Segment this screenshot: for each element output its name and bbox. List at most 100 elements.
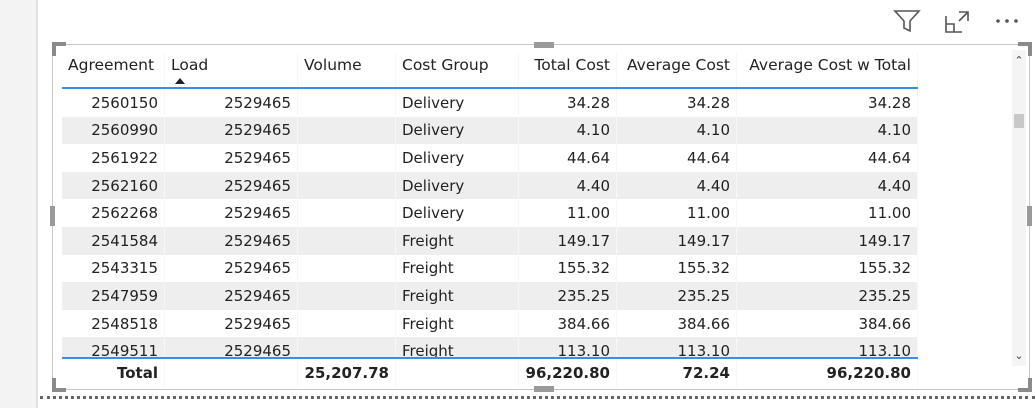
column-header-cost-group[interactable]: Cost Group xyxy=(396,52,519,87)
table-cell: 34.28 xyxy=(519,89,617,117)
table-cell: 155.32 xyxy=(617,254,737,283)
table-cell: 11.00 xyxy=(617,199,737,227)
table-cell: 4.10 xyxy=(519,116,617,145)
table-cell: 4.40 xyxy=(617,171,737,200)
column-header-average-cost-w-total[interactable]: Average Cost w Total xyxy=(737,52,918,87)
table-cell: 2529465 xyxy=(165,254,298,283)
table-cell: 155.32 xyxy=(737,254,918,283)
table-cell: Delivery xyxy=(396,116,519,145)
table-cell: 2529465 xyxy=(165,309,298,338)
column-header-average-cost[interactable]: Average Cost xyxy=(617,52,737,87)
table-cell: 4.40 xyxy=(519,171,617,200)
table-row[interactable]: 2560150 2529465 Delivery 34.28 34.28 34.28 xyxy=(62,89,918,117)
column-header-volume[interactable]: Volume xyxy=(298,52,396,87)
table-cell: 11.00 xyxy=(737,199,918,227)
table-cell xyxy=(298,226,396,255)
resize-handle-top[interactable] xyxy=(534,42,554,48)
vertical-scrollbar[interactable]: ⌃ ⌄ xyxy=(1012,50,1026,366)
table-cell: 149.17 xyxy=(617,226,737,255)
scroll-thumb[interactable] xyxy=(1014,114,1024,128)
left-pane xyxy=(0,0,38,408)
table-row[interactable]: 2547959 2529465 Freight 235.25 235.25 235.25 xyxy=(62,282,918,310)
table-row[interactable]: 2548518 2529465 Freight 384.66 384.66 384.66 xyxy=(62,309,918,338)
column-header-label: Load xyxy=(171,56,209,74)
table-cell: 149.17 xyxy=(519,226,617,255)
total-cell: 72.24 xyxy=(617,359,737,387)
table-cell: 2529465 xyxy=(165,282,298,310)
table-cell: 44.64 xyxy=(519,144,617,172)
table-row[interactable]: 2549511 2529465 Freight 113.10 113.10 113.10 xyxy=(62,337,918,357)
more-options-icon[interactable] xyxy=(993,8,1021,34)
table-cell: 2548518 xyxy=(62,309,165,338)
table-cell: 235.25 xyxy=(617,282,737,310)
column-header-label: Cost Group xyxy=(402,56,489,74)
filter-icon[interactable] xyxy=(893,8,921,34)
scroll-up-icon[interactable]: ⌃ xyxy=(1014,54,1024,67)
column-header-label: Volume xyxy=(304,56,362,74)
total-row: Total 25,207.78 96,220.80 72.24 96,220.80 xyxy=(62,359,918,387)
column-header-label: Average Cost w Total xyxy=(749,56,911,74)
table-cell: 2561922 xyxy=(62,144,165,172)
total-cell xyxy=(165,359,298,387)
table-cell: 11.00 xyxy=(519,199,617,227)
table-row[interactable]: 2541584 2529465 Freight 149.17 149.17 149.17 xyxy=(62,226,918,255)
table-cell: Freight xyxy=(396,226,519,255)
table-cell xyxy=(298,282,396,310)
table-cell: 384.66 xyxy=(737,309,918,338)
table-cell: 384.66 xyxy=(617,309,737,338)
table-cell: 384.66 xyxy=(519,309,617,338)
table-cell: 2560990 xyxy=(62,116,165,145)
resize-handle-top-left[interactable] xyxy=(52,42,66,56)
table-cell: 4.10 xyxy=(617,116,737,145)
table-cell: 34.28 xyxy=(737,89,918,117)
scroll-down-icon[interactable]: ⌄ xyxy=(1014,349,1024,362)
total-cell: 96,220.80 xyxy=(519,359,617,387)
page-boundary xyxy=(40,396,1035,399)
column-header-total-cost[interactable]: Total Cost xyxy=(519,52,617,87)
table-cell: 113.10 xyxy=(737,337,918,357)
table-cell xyxy=(298,144,396,172)
table-cell: 149.17 xyxy=(737,226,918,255)
table-row[interactable]: 2561922 2529465 Delivery 44.64 44.64 44.64 xyxy=(62,144,918,172)
resize-handle-bottom-right[interactable] xyxy=(1018,378,1032,392)
resize-handle-left[interactable] xyxy=(50,206,55,226)
resize-handle-top-right[interactable] xyxy=(1018,42,1032,56)
table-cell xyxy=(298,199,396,227)
sort-ascending-icon[interactable] xyxy=(175,78,185,84)
table-cell: Delivery xyxy=(396,89,519,117)
table-cell: 2562268 xyxy=(62,199,165,227)
total-cell xyxy=(396,359,519,387)
table-body: 2560150 2529465 Delivery 34.28 34.28 34.28 256… xyxy=(62,89,918,359)
table-cell: 2529465 xyxy=(165,226,298,255)
table-cell xyxy=(298,254,396,283)
table-cell: 2529465 xyxy=(165,116,298,145)
total-label: Total xyxy=(62,359,165,387)
table-cell: 113.10 xyxy=(617,337,737,357)
table-cell: 44.64 xyxy=(737,144,918,172)
table-row[interactable]: 2560990 2529465 Delivery 4.10 4.10 4.10 xyxy=(62,116,918,145)
table-row[interactable]: 2562268 2529465 Delivery 11.00 11.00 11.00 xyxy=(62,199,918,227)
focus-mode-icon[interactable] xyxy=(943,8,971,34)
resize-handle-right[interactable] xyxy=(1027,206,1032,226)
table-cell: Freight xyxy=(396,309,519,338)
table-row[interactable]: 2543315 2529465 Freight 155.32 155.32 155.32 xyxy=(62,254,918,283)
resize-handle-bottom-left[interactable] xyxy=(52,378,66,392)
table-cell: 4.40 xyxy=(737,171,918,200)
table-visual: Agreement Load Volume Cost Group Total Cost A… xyxy=(62,52,918,387)
table-cell: Freight xyxy=(396,282,519,310)
table-cell: Delivery xyxy=(396,171,519,200)
table-cell: 155.32 xyxy=(519,254,617,283)
table-cell xyxy=(298,337,396,357)
table-cell: 2549511 xyxy=(62,337,165,357)
column-header-agreement[interactable]: Agreement xyxy=(62,52,165,87)
table-cell: 235.25 xyxy=(519,282,617,310)
total-cell: 25,207.78 xyxy=(298,359,396,387)
table-header: Agreement Load Volume Cost Group Total Cost A… xyxy=(62,52,918,89)
table-cell: 2547959 xyxy=(62,282,165,310)
table-cell: 235.25 xyxy=(737,282,918,310)
table-cell: Freight xyxy=(396,337,519,357)
column-header-load[interactable]: Load xyxy=(165,52,298,87)
table-row[interactable]: 2562160 2529465 Delivery 4.40 4.40 4.40 xyxy=(62,171,918,200)
resize-handle-bottom[interactable] xyxy=(534,386,554,392)
table-cell xyxy=(298,309,396,338)
